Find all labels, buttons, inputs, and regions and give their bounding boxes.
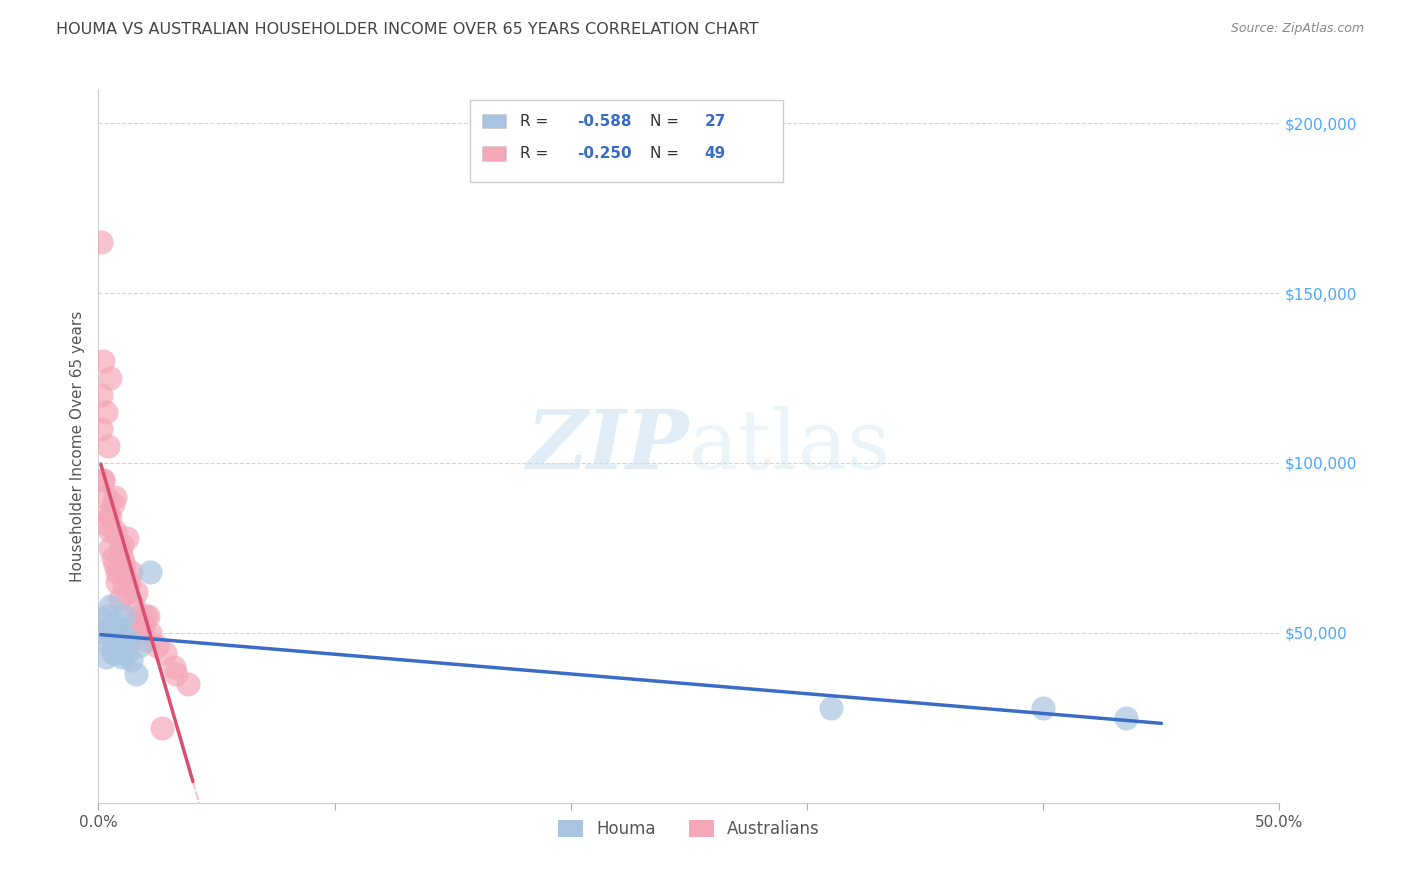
Point	[97, 507, 120, 521]
Text: N =: N =	[650, 114, 683, 128]
Point	[104, 524, 127, 538]
Point	[94, 490, 117, 504]
Point	[125, 666, 148, 681]
Point	[139, 626, 162, 640]
Point	[104, 558, 127, 572]
Point	[108, 623, 131, 637]
Point	[111, 537, 134, 551]
Legend: Houma, Australians: Houma, Australians	[551, 813, 827, 845]
Point	[136, 608, 159, 623]
Point	[118, 574, 141, 589]
Point	[165, 666, 187, 681]
Point	[108, 640, 131, 654]
Point	[98, 371, 121, 385]
Text: -0.588: -0.588	[576, 114, 631, 128]
Point	[97, 608, 120, 623]
Point	[104, 626, 127, 640]
Point	[139, 565, 162, 579]
Point	[153, 646, 176, 660]
Point	[98, 599, 121, 613]
Point	[98, 626, 121, 640]
Point	[91, 626, 114, 640]
FancyBboxPatch shape	[482, 114, 506, 128]
FancyBboxPatch shape	[471, 100, 783, 182]
Point	[105, 565, 128, 579]
Point	[129, 626, 152, 640]
Point	[105, 632, 128, 647]
Point	[94, 517, 117, 532]
Point	[90, 612, 112, 626]
Point	[104, 490, 127, 504]
Point	[101, 551, 124, 566]
Text: N =: N =	[650, 146, 683, 161]
Point	[97, 439, 120, 453]
Text: atlas: atlas	[689, 406, 891, 486]
Point	[111, 551, 134, 566]
Point	[122, 599, 145, 613]
Point	[177, 677, 200, 691]
Text: 27: 27	[704, 114, 725, 128]
Point	[115, 531, 138, 545]
Point	[1115, 711, 1137, 725]
Point	[111, 629, 134, 643]
Point	[98, 510, 121, 524]
Point	[128, 640, 150, 654]
Point	[105, 574, 128, 589]
Point	[121, 653, 143, 667]
Text: HOUMA VS AUSTRALIAN HOUSEHOLDER INCOME OVER 65 YEARS CORRELATION CHART: HOUMA VS AUSTRALIAN HOUSEHOLDER INCOME O…	[56, 22, 759, 37]
Point	[128, 608, 150, 623]
Point	[97, 636, 120, 650]
Point	[1032, 700, 1054, 714]
Text: -0.250: -0.250	[576, 146, 631, 161]
Text: 49: 49	[704, 146, 725, 161]
Point	[91, 473, 114, 487]
Point	[90, 422, 112, 436]
Point	[111, 565, 134, 579]
Point	[101, 619, 124, 633]
Point	[101, 497, 124, 511]
Point	[98, 524, 121, 538]
Point	[105, 615, 128, 630]
Point	[94, 649, 117, 664]
Text: R =: R =	[520, 114, 553, 128]
FancyBboxPatch shape	[482, 146, 506, 161]
Point	[104, 646, 127, 660]
Point	[101, 646, 124, 660]
Point	[150, 721, 173, 735]
Point	[90, 235, 112, 249]
Point	[135, 608, 157, 623]
Point	[108, 591, 131, 606]
Text: ZIP: ZIP	[526, 406, 689, 486]
Text: R =: R =	[520, 146, 553, 161]
Point	[108, 544, 131, 558]
Point	[820, 700, 842, 714]
Point	[118, 632, 141, 647]
Point	[112, 578, 135, 592]
Y-axis label: Householder Income Over 65 years: Householder Income Over 65 years	[69, 310, 84, 582]
Point	[112, 608, 135, 623]
Point	[122, 619, 145, 633]
Point	[132, 619, 155, 633]
Point	[98, 541, 121, 555]
Point	[146, 640, 169, 654]
Point	[112, 558, 135, 572]
Point	[125, 585, 148, 599]
Point	[115, 585, 138, 599]
Point	[91, 354, 114, 368]
Point	[91, 473, 114, 487]
Text: Source: ZipAtlas.com: Source: ZipAtlas.com	[1230, 22, 1364, 36]
Point	[115, 646, 138, 660]
Point	[163, 660, 186, 674]
Point	[111, 649, 134, 664]
Point	[121, 565, 143, 579]
Point	[94, 405, 117, 419]
Point	[135, 632, 157, 647]
Point	[90, 388, 112, 402]
